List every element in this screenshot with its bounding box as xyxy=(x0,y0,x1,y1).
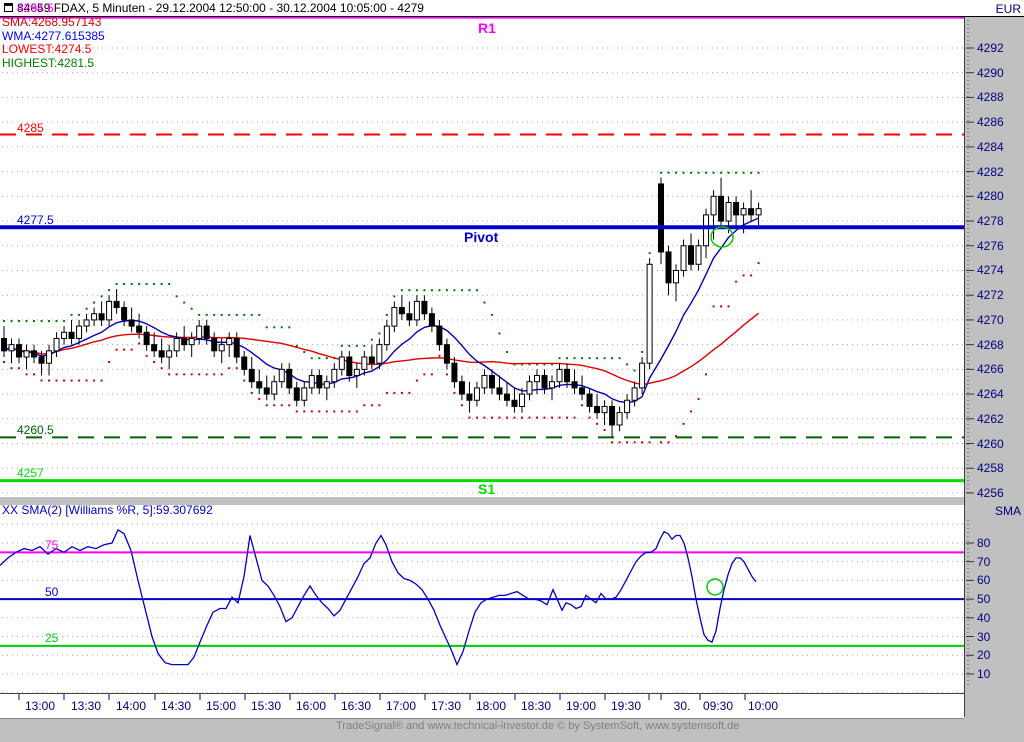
level-4277-label: 4277.5 xyxy=(17,213,54,227)
price-tick-label: 4266 xyxy=(977,362,1004,377)
osc-tick-label: 20 xyxy=(977,648,991,663)
time-tick-label: 18:30 xyxy=(520,699,552,713)
candles xyxy=(1,177,762,438)
time-tick-label: 14:00 xyxy=(115,699,147,713)
price-tick-label: 4284 xyxy=(977,139,1004,154)
price-tick-label: 4270 xyxy=(977,312,1004,327)
osc-tick-label: 10 xyxy=(977,666,991,681)
osc-tick-label: 70 xyxy=(977,554,991,569)
time-tick-label: 14:30 xyxy=(160,699,192,713)
time-tick-label: 10:00 xyxy=(747,699,779,713)
footer-credit: TradeSignal® and www.technical-investor.… xyxy=(336,720,740,732)
price-tick-label: 4268 xyxy=(977,337,1004,352)
price-tick-label: 4282 xyxy=(977,164,1004,179)
legend-wma: WMA:4277.615385 xyxy=(2,28,105,43)
window-icon[interactable] xyxy=(4,3,13,12)
price-gridlines xyxy=(2,47,963,494)
osc-50-label: 50 xyxy=(45,585,59,599)
price-tick-label: 4276 xyxy=(977,238,1004,253)
osc-tick-label: 30 xyxy=(977,629,991,644)
chart-titlebar[interactable]: 84659 FDAX, 5 Minuten - 29.12.2004 12:50… xyxy=(0,0,1024,17)
price-tick-label: 4274 xyxy=(977,263,1004,278)
time-tick-label: 18:00 xyxy=(475,699,507,713)
osc-tick-label: 50 xyxy=(977,592,991,607)
level-4285-label: 4285 xyxy=(17,121,44,135)
osc-tick-label: 60 xyxy=(977,573,991,588)
price-tick-label: 4264 xyxy=(977,387,1004,402)
level-4260-label: 4260.5 xyxy=(17,423,54,437)
time-tick-label: 13:00 xyxy=(24,699,56,713)
price-tick-label: 4278 xyxy=(977,214,1004,229)
panel-separator[interactable] xyxy=(0,497,1024,505)
time-tick-label: 15:30 xyxy=(250,699,282,713)
price-tick-label: 4260 xyxy=(977,436,1004,451)
chart-title: 84659 FDAX, 5 Minuten - 29.12.2004 12:50… xyxy=(17,1,424,15)
time-tick-label: 19:00 xyxy=(565,699,597,713)
osc-curve xyxy=(0,528,757,667)
value-axis-column[interactable] xyxy=(965,0,1024,742)
pivot-line-label: Pivot xyxy=(464,229,499,245)
price-tick-label: 4280 xyxy=(977,189,1004,204)
legend-sma: SMA:4268.957143 xyxy=(2,15,102,29)
price-panel-bg xyxy=(0,16,964,497)
price-tick-label: 4262 xyxy=(977,411,1004,426)
osc-tick-label: 80 xyxy=(977,535,991,550)
time-tick-label: 17:30 xyxy=(430,699,462,713)
time-tick-label: 30. xyxy=(673,699,691,713)
price-tick-label: 4290 xyxy=(977,65,1004,80)
osc-tick-label: 40 xyxy=(977,610,991,625)
time-tick-label: 19:30 xyxy=(610,699,642,713)
time-axis-strip[interactable] xyxy=(0,693,964,719)
r1-value-label: 4294.5 xyxy=(17,1,54,15)
time-tick-label: 16:00 xyxy=(295,699,327,713)
s1-line-label: S1 xyxy=(478,481,496,497)
osc-75-label: 75 xyxy=(45,538,59,552)
price-tick-label: 4256 xyxy=(977,485,1004,500)
osc-axis-header: SMA xyxy=(994,504,1021,518)
annotation-circles xyxy=(706,226,734,596)
time-tick-label: 13:30 xyxy=(70,699,102,713)
price-tick-label: 4258 xyxy=(977,461,1004,476)
osc-level-lines xyxy=(0,551,964,647)
time-tick-label: 15:00 xyxy=(205,699,237,713)
r1-line-label: R1 xyxy=(478,20,496,36)
time-tick-label: 09:30 xyxy=(702,699,734,713)
highest-lowest-dots xyxy=(3,171,760,444)
price-tick-label: 4288 xyxy=(977,90,1004,105)
oscillator-label: XX SMA(2) [Williams %R, 5]:59.307692 xyxy=(2,503,213,517)
osc-gridlines xyxy=(2,523,963,694)
currency-axis-header: EUR xyxy=(995,2,1021,16)
time-tick-label: 17:00 xyxy=(385,699,417,713)
time-tick-label: 16:30 xyxy=(340,699,372,713)
price-tick-label: 4292 xyxy=(977,41,1004,55)
axis-divider xyxy=(964,0,965,717)
legend-lowest: LOWEST:4274.5 xyxy=(2,42,92,56)
price-level-lines xyxy=(0,15,964,483)
axis-ticks xyxy=(18,20,974,700)
legend-highest: HIGHEST:4281.5 xyxy=(2,55,95,70)
osc-25-label: 25 xyxy=(45,631,59,645)
level-4257-label: 4257 xyxy=(17,466,44,480)
price-tick-label: 4286 xyxy=(977,115,1004,130)
price-tick-label: 4272 xyxy=(977,288,1004,303)
